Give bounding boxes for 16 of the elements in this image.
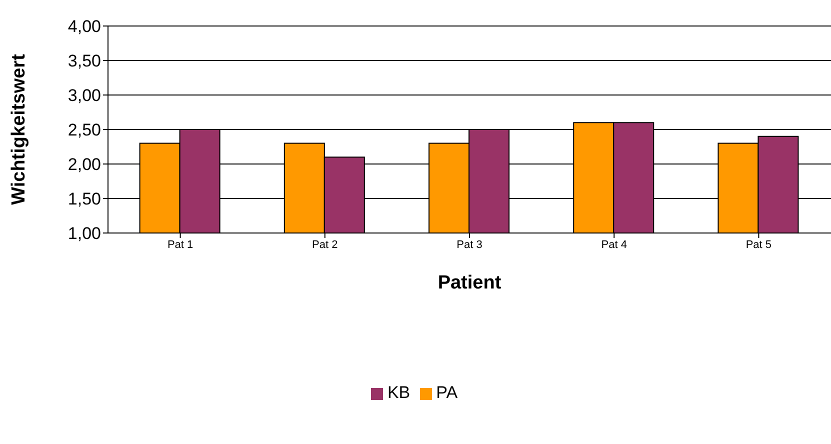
y-tick-label: 2,00 xyxy=(68,155,101,174)
y-tick-label: 2,50 xyxy=(68,120,101,140)
y-tick-label: 4,00 xyxy=(68,17,101,36)
y-tick-label: 1,00 xyxy=(68,224,101,244)
x-axis-title: Patient xyxy=(438,272,502,294)
legend-label: PA xyxy=(436,383,458,402)
y-tick-label: 3,50 xyxy=(68,52,101,71)
legend-label: KB xyxy=(387,383,410,402)
y-tick-label: 3,00 xyxy=(68,86,101,106)
x-tick-label: Pat 4 xyxy=(601,238,627,251)
y-tick-label: 1,50 xyxy=(68,190,101,209)
x-tick-label: Pat 5 xyxy=(746,238,772,251)
x-tick-label: Pat 3 xyxy=(456,238,482,251)
x-tick-label: Pat 1 xyxy=(167,238,194,251)
x-tick-label: Pat 2 xyxy=(312,238,338,251)
y-axis-title: Wichtigkeitswert xyxy=(8,53,30,205)
